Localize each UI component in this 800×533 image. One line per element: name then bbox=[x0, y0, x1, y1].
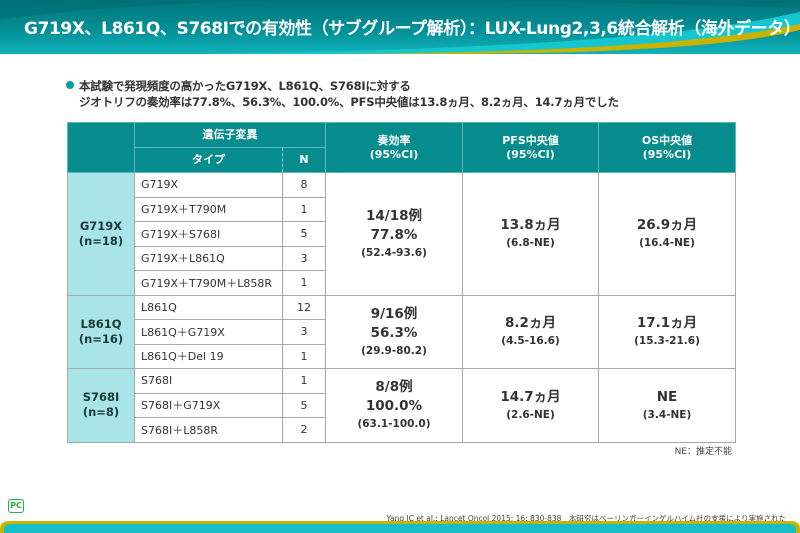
mutation-n: 8 bbox=[282, 172, 326, 198]
subgroup-results-table: 遺伝子変異 奏効率 (95%CI) PFS中央値 (95%CI) OS中央値 (95%… bbox=[67, 122, 736, 443]
ne-footnote: NE：推定不能 bbox=[674, 447, 732, 457]
mutation-type: S768I bbox=[134, 368, 283, 394]
header-pfs: PFS中央値 (95%CI) bbox=[462, 122, 599, 173]
mutation-type: G719X＋T790M＋L858R bbox=[134, 270, 283, 296]
mutation-n: 1 bbox=[282, 343, 326, 369]
intro-summary: 本試験で発現頻度の高かったG719X、L861Q、S768Iに対する ジオトリフ… bbox=[66, 78, 619, 110]
mutation-n: 12 bbox=[282, 294, 326, 320]
group-label-s768i: S768I (n=8) bbox=[67, 368, 135, 443]
mutation-type: S768I＋G719X bbox=[134, 392, 283, 418]
table-row: G719X (n=18) G719X 8 14/18例 77.8% (52.4-9… bbox=[67, 172, 736, 296]
mutation-n: 5 bbox=[282, 221, 326, 247]
citation: Yang JC et al.: Lancet Oncol 2015; 16: 8… bbox=[386, 514, 786, 523]
mutation-type: S768I＋L858R bbox=[134, 417, 283, 443]
mutation-n: 2 bbox=[282, 417, 326, 443]
mutation-type: G719X＋S768I bbox=[134, 221, 283, 247]
mutation-n: 1 bbox=[282, 368, 326, 394]
page-title: G719X、L861Q、S768Iでの有効性（サブグループ解析）：LUX-Lun… bbox=[24, 19, 800, 39]
header-group-blank bbox=[67, 122, 135, 173]
orr-cell: 14/18例 77.8% (52.4-93.6) bbox=[325, 172, 463, 296]
group-label-g719x: G719X (n=18) bbox=[67, 172, 135, 296]
pfs-cell: 13.8ヵ月 (6.8-NE) bbox=[462, 172, 599, 296]
table-row: L861Q (n=16) L861Q 12 9/16例 56.3% (29.9-8… bbox=[67, 294, 736, 369]
group-label-l861q: L861Q (n=16) bbox=[67, 294, 135, 369]
table-row: S768I＋G719X 5 bbox=[68, 392, 736, 418]
mutation-type: L861Q bbox=[134, 294, 283, 320]
table-row: S768I＋L858R 2 bbox=[68, 417, 736, 443]
mutation-type: L861Q＋G719X bbox=[134, 319, 283, 345]
header-wave-decoration bbox=[0, 0, 800, 54]
pfs-cell: 8.2ヵ月 (4.5-16.6) bbox=[462, 294, 599, 369]
header-gene-mutation: 遺伝子変異 bbox=[134, 122, 326, 148]
bullet-icon bbox=[66, 81, 74, 89]
intro-text-1: 本試験で発現頻度の高かったG719X、L861Q、S768Iに対する bbox=[79, 79, 411, 93]
mutation-type: L861Q＋Del 19 bbox=[134, 343, 283, 369]
table-row: L861Q＋Del 19 1 bbox=[68, 343, 736, 369]
mutation-n: 3 bbox=[282, 319, 326, 345]
mutation-n: 1 bbox=[282, 270, 326, 296]
table-row: S768I (n=8) S768I 1 8/8例 100.0% (63.1-100… bbox=[67, 368, 736, 443]
header-os: OS中央値 (95%CI) bbox=[598, 122, 736, 173]
os-cell: 17.1ヵ月 (15.3-21.6) bbox=[598, 294, 736, 369]
orr-cell: 8/8例 100.0% (63.1-100.0) bbox=[325, 368, 463, 443]
os-cell: 26.9ヵ月 (16.4-NE) bbox=[598, 172, 736, 296]
header-type: タイプ bbox=[134, 147, 283, 173]
header-orr: 奏効率 (95%CI) bbox=[325, 122, 463, 173]
table-row: G719X＋T790M 1 bbox=[68, 196, 736, 222]
pc-logo-icon: PC bbox=[8, 499, 24, 513]
table-row: G719X＋L861Q 3 bbox=[68, 245, 736, 271]
mutation-type: G719X＋T790M bbox=[134, 196, 283, 222]
header-n: N bbox=[282, 147, 326, 173]
table-row: G719X＋S768I 5 bbox=[68, 221, 736, 247]
header-band: G719X、L861Q、S768Iでの有効性（サブグループ解析）：LUX-Lun… bbox=[0, 0, 800, 54]
os-cell: NE (3.4-NE) bbox=[598, 368, 736, 443]
mutation-n: 5 bbox=[282, 392, 326, 418]
orr-cell: 9/16例 56.3% (29.9-80.2) bbox=[325, 294, 463, 369]
pfs-cell: 14.7ヵ月 (2.6-NE) bbox=[462, 368, 599, 443]
footer-band bbox=[0, 521, 800, 533]
intro-line-2: ジオトリフの奏効率は77.8%、56.3%、100.0%、PFS中央値は13.8… bbox=[79, 95, 619, 109]
mutation-type: G719X＋L861Q bbox=[134, 245, 283, 271]
mutation-n: 3 bbox=[282, 245, 326, 271]
mutation-n: 1 bbox=[282, 196, 326, 222]
table-row: L861Q＋G719X 3 bbox=[68, 319, 736, 345]
table-row: G719X＋T790M＋L858R 1 bbox=[68, 270, 736, 296]
intro-line-1: 本試験で発現頻度の高かったG719X、L861Q、S768Iに対する bbox=[66, 78, 619, 94]
mutation-type: G719X bbox=[134, 172, 283, 198]
